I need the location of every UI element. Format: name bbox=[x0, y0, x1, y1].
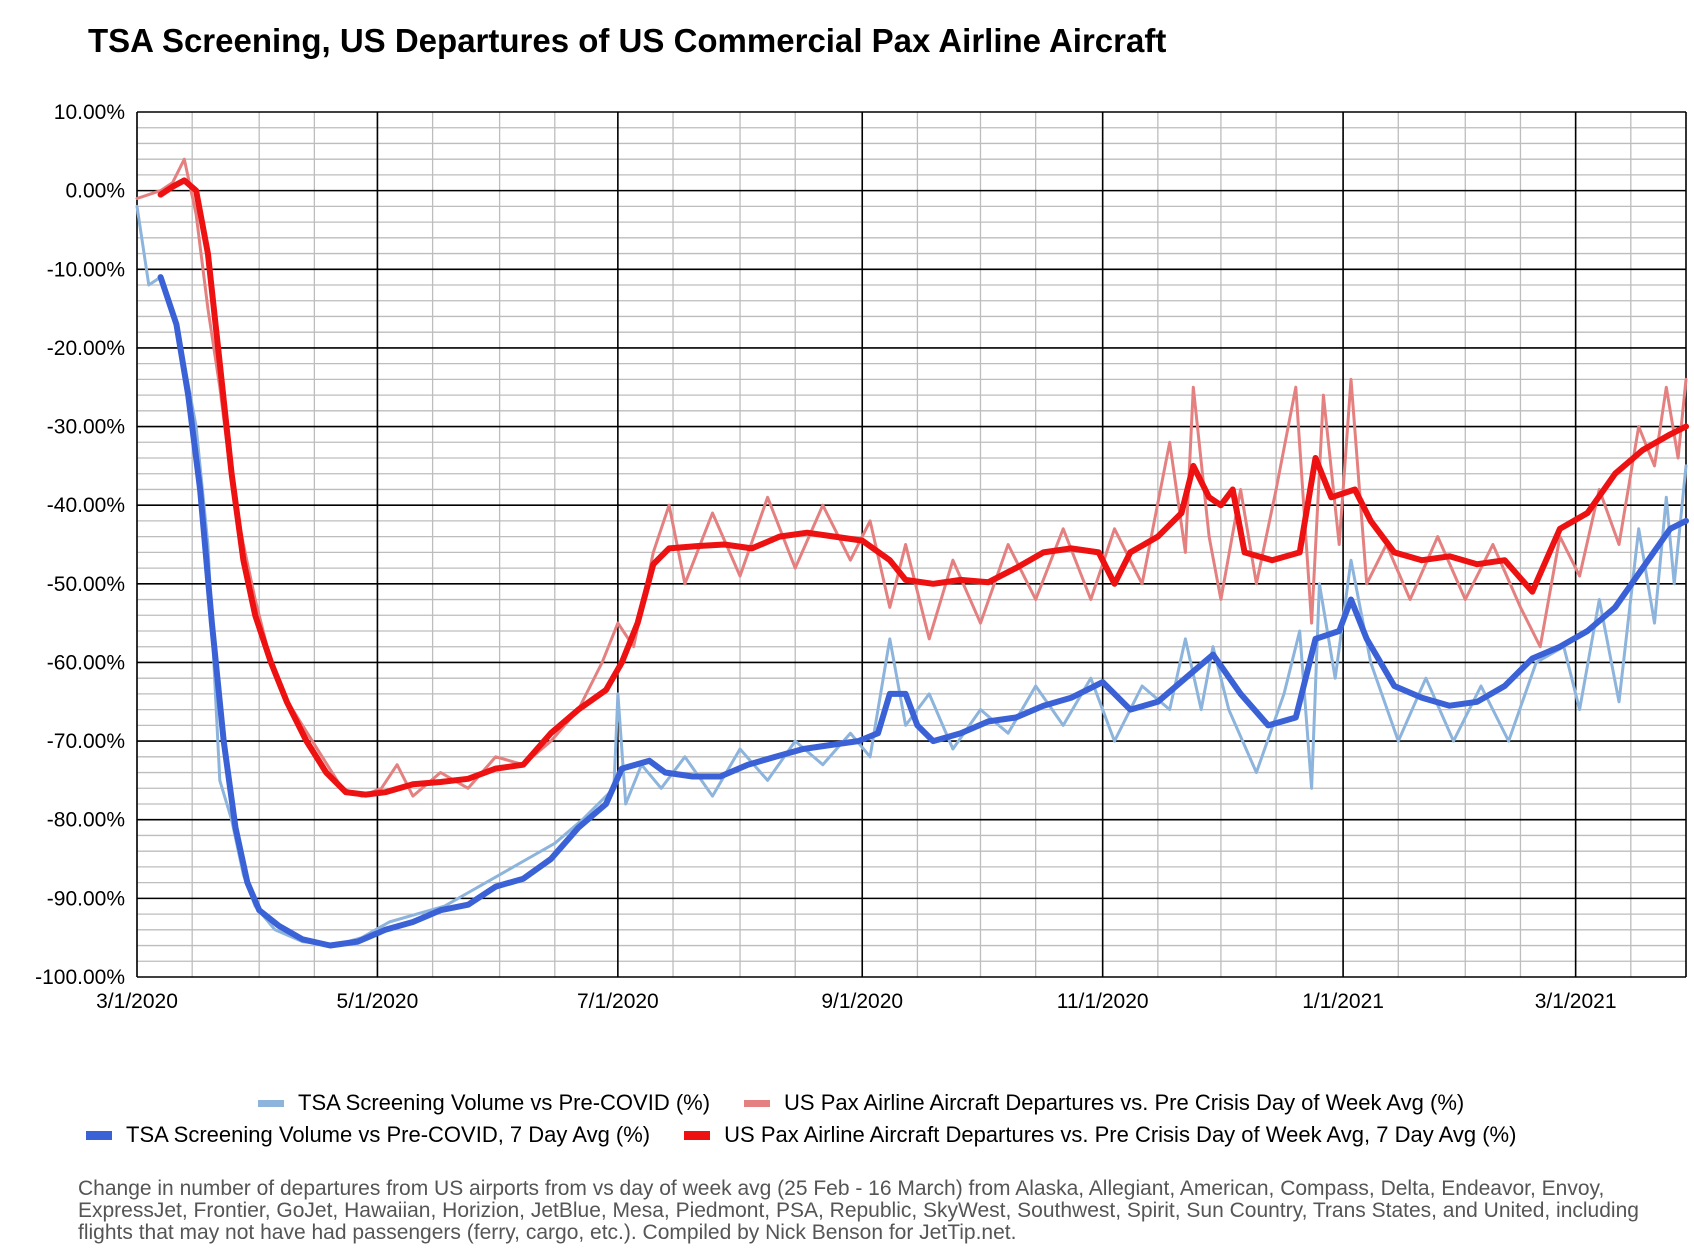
y-tick-label: -100.00% bbox=[35, 966, 125, 989]
series-line-departures-7day bbox=[157, 177, 1689, 798]
legend-item-departures-7day: US Pax Airline Aircraft Departures vs. P… bbox=[684, 1122, 1516, 1148]
y-tick-label: -40.00% bbox=[47, 494, 125, 517]
legend-item-departures-daily: US Pax Airline Aircraft Departures vs. P… bbox=[744, 1090, 1464, 1116]
y-tick-label: 0.00% bbox=[65, 180, 125, 203]
x-tick-label: 3/1/2020 bbox=[96, 990, 178, 1013]
legend-item-tsa-daily: TSA Screening Volume vs Pre-COVID (%) bbox=[258, 1090, 710, 1116]
series-line-departures-daily bbox=[135, 157, 1688, 798]
legend-label-departures-7day: US Pax Airline Aircraft Departures vs. P… bbox=[724, 1122, 1517, 1147]
series-lines bbox=[135, 157, 1689, 949]
y-tick-label: -80.00% bbox=[47, 809, 125, 832]
y-tick-label: -10.00% bbox=[47, 258, 125, 281]
major-grid bbox=[136, 111, 1687, 978]
series-line-tsa-7day bbox=[157, 274, 1689, 949]
y-axis-tick-labels: 10.00% 0.00% -10.00% -20.00% -30.00% -40.00% -… bbox=[35, 101, 125, 989]
y-tick-label: -20.00% bbox=[47, 337, 125, 360]
legend-swatch-departures-daily bbox=[744, 1099, 771, 1107]
x-axis-tick-labels: 3/1/2020 5/1/2020 7/1/2020 9/1/2020 11/1/202… bbox=[96, 990, 1616, 1013]
legend-swatch-tsa-7day bbox=[86, 1130, 112, 1140]
x-tick-label: 3/1/2021 bbox=[1535, 990, 1617, 1013]
legend-label-tsa-daily: TSA Screening Volume vs Pre-COVID (%) bbox=[298, 1090, 711, 1115]
chart-title: TSA Screening, US Departures of US Comme… bbox=[88, 22, 1167, 59]
y-tick-label: -60.00% bbox=[47, 651, 125, 674]
footnote: Change in number of departures from US a… bbox=[78, 1177, 1639, 1244]
x-tick-label: 11/1/2020 bbox=[1057, 990, 1149, 1013]
y-tick-label: -70.00% bbox=[47, 730, 125, 753]
legend-label-departures-daily: US Pax Airline Aircraft Departures vs. P… bbox=[784, 1090, 1465, 1115]
minor-grid bbox=[136, 112, 1686, 977]
legend-item-tsa-7day: TSA Screening Volume vs Pre-COVID, 7 Day… bbox=[86, 1122, 650, 1148]
y-tick-label: -30.00% bbox=[47, 416, 125, 439]
legend-swatch-tsa-daily bbox=[258, 1099, 284, 1107]
y-tick-label: -50.00% bbox=[47, 573, 125, 596]
legend-row-1: TSA Screening Volume vs Pre-COVID (%) US… bbox=[258, 1090, 1498, 1116]
line-chart: 10.00% 0.00% -10.00% -20.00% -30.00% -40.00% -… bbox=[35, 101, 1689, 1013]
y-tick-label: -90.00% bbox=[47, 887, 125, 910]
legend-swatch-departures-7day bbox=[684, 1130, 711, 1140]
x-tick-label: 7/1/2020 bbox=[577, 990, 659, 1013]
legend-row-2: TSA Screening Volume vs Pre-COVID, 7 Day… bbox=[86, 1122, 1550, 1148]
x-tick-label: 1/1/2021 bbox=[1302, 990, 1384, 1013]
x-tick-label: 9/1/2020 bbox=[821, 990, 903, 1013]
legend-label-tsa-7day: TSA Screening Volume vs Pre-COVID, 7 Day… bbox=[126, 1122, 651, 1147]
x-tick-label: 5/1/2020 bbox=[337, 990, 419, 1013]
y-tick-label: 10.00% bbox=[54, 101, 125, 124]
